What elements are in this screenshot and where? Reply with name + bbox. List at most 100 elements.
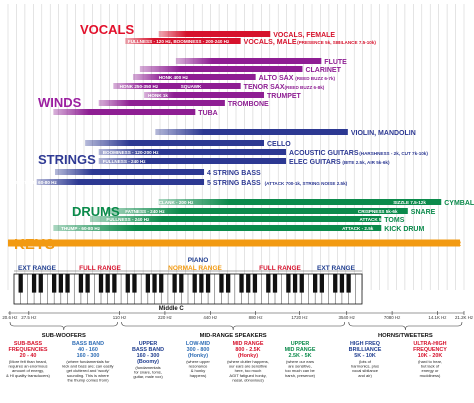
series-label: TOMS [384, 217, 404, 224]
band-title: (Honky) [188, 353, 208, 359]
black-key [105, 274, 110, 293]
black-key [292, 274, 298, 293]
bar-vocals-male [125, 38, 241, 44]
band-desc: muddiness) [420, 373, 441, 378]
band-title: UPPER [139, 341, 158, 347]
band-desc: amount of energy, [12, 368, 44, 373]
bar-note: HONK 1k [148, 93, 168, 98]
black-key [85, 274, 90, 293]
group-label: KEYS [14, 236, 55, 253]
band-desc: resonance [189, 364, 208, 369]
bar-note: HONK 400 Hz [159, 75, 189, 80]
x-tick-label: 220 Hz [158, 315, 172, 320]
band-desc: sounding. This is where [67, 373, 110, 378]
band-desc: (where our ears [286, 359, 314, 364]
bar-trumpet [144, 92, 265, 98]
frequency-bands: SUB-WOOFERS MID-RANGE SPEAKERS HORNS/TWEET… [6, 321, 463, 382]
band-title: HIGH FREQ [350, 341, 380, 347]
speaker-bracket [121, 321, 346, 331]
x-tick-label: 20.6 Hz [2, 315, 17, 320]
speaker-label: SUB-WOOFERS [42, 333, 86, 339]
series-label: VOCALS, MALE [244, 39, 297, 46]
bar-note: FATNESS - 240 Hz [125, 209, 165, 214]
black-key [239, 274, 244, 293]
series-note: (PRESENCE 5k, SIBILANCE 7.5-10k) [297, 40, 376, 45]
band-desc: & HI quality transducers) [6, 373, 50, 378]
black-key [246, 274, 251, 293]
piano-range-label: FULL RANGE [79, 265, 121, 272]
series-label: CLARINET [305, 67, 341, 74]
band-desc: but lack of [421, 364, 440, 369]
black-key [286, 274, 291, 293]
band-desc: too much can be [285, 368, 315, 373]
bar-flute [175, 58, 322, 64]
group-label: STRINGS [38, 152, 96, 167]
bar-tuba [53, 109, 196, 115]
series-label: TENOR SAX [244, 84, 285, 91]
band-desc: harsh, presence) [285, 373, 316, 378]
bar-acoustic-guitars [98, 149, 287, 155]
x-tick-label: 3540 Hz [339, 315, 355, 320]
band-desc: the thump comes from) [67, 377, 109, 382]
band-desc: our ears are sensitive [229, 364, 268, 369]
bar-toms [89, 216, 382, 222]
band-desc: harmonics, plus [351, 364, 379, 369]
bar-note: CRISPNESS 5k-6k [358, 209, 398, 214]
series-label: 5 STRING BASS [207, 180, 261, 187]
x-tick-label: 1720 Hz [291, 315, 307, 320]
band-desc: here, too much [235, 368, 262, 373]
black-key [18, 274, 23, 293]
black-key [125, 274, 130, 293]
piano-range-label: FULL RANGE [259, 265, 301, 272]
band-desc: and air) [358, 373, 372, 378]
black-key [226, 274, 231, 293]
band-title: 20 - 40 [20, 353, 37, 359]
bar-5-string-bass [36, 179, 205, 185]
band-title: 40 - 160 [78, 347, 98, 353]
band-desc: energy or [422, 368, 440, 373]
x-tick-label: 14.1K Hz [428, 315, 446, 320]
band-title: BASS BAND [72, 341, 104, 347]
piano-keyboard: EXT RANGE FULL RANGE NORMAL RANGE FULL RANG… [13, 257, 363, 312]
black-key [272, 274, 278, 293]
speaker-label: MID-RANGE SPEAKERS [200, 333, 267, 339]
series-note: (REED BUZZ 6-8k) [284, 85, 324, 90]
bar-snare [106, 208, 408, 214]
series-note: (HARSHNESS - 2k, CUT 7k-10k) [359, 151, 428, 156]
group-label: WINDS [38, 95, 82, 110]
bar-note: FULLNESS - 240 Hz [106, 217, 150, 222]
bar-note: ATTACK 5k [359, 217, 384, 222]
band-title: BASS BAND [132, 347, 164, 353]
series-label: SYNTHESIZER [412, 241, 461, 248]
speaker-bracket [9, 321, 118, 331]
black-key [98, 274, 104, 293]
bar-note: BOOMINESS - 120-200 Hz [103, 150, 160, 155]
band-desc: for snare, toms, [134, 370, 162, 375]
black-key [31, 274, 37, 293]
band-title: 300 - 800 [187, 347, 210, 353]
bar-note: FULLNESS - 240 Hz [103, 159, 147, 164]
series-label: ACOUSTIC GUITARS [289, 150, 359, 157]
x-tick-label: 110 Hz [113, 315, 127, 320]
band-desc: happens) [190, 373, 207, 378]
speaker-bracket [348, 321, 463, 331]
band-title: 10K - 20K [418, 353, 443, 359]
band-title: (Boomy) [137, 359, 159, 365]
piano-range-label: EXT RANGE [18, 265, 57, 272]
band-desc: nasal, obnoxious) [232, 377, 264, 382]
x-tick-label: 21.2K Hz [455, 315, 473, 320]
series-bars [8, 31, 461, 247]
piano-label: PIANO [188, 257, 209, 264]
black-key [145, 274, 150, 293]
bar-synthesizer [8, 239, 461, 247]
band-title: 160 - 300 [137, 353, 160, 359]
piano-range-label: NORMAL RANGE [168, 265, 222, 272]
bar-vocals-female [158, 31, 271, 37]
x-axis: 20.6 Hz 27.5 Hz 110 Hz 220 Hz 440 Hz 880 Hz 17… [2, 311, 473, 320]
black-key [52, 274, 57, 293]
black-key [172, 274, 177, 293]
series-label: FLUTE [324, 59, 347, 66]
band-title: MID RANGE [285, 347, 316, 353]
